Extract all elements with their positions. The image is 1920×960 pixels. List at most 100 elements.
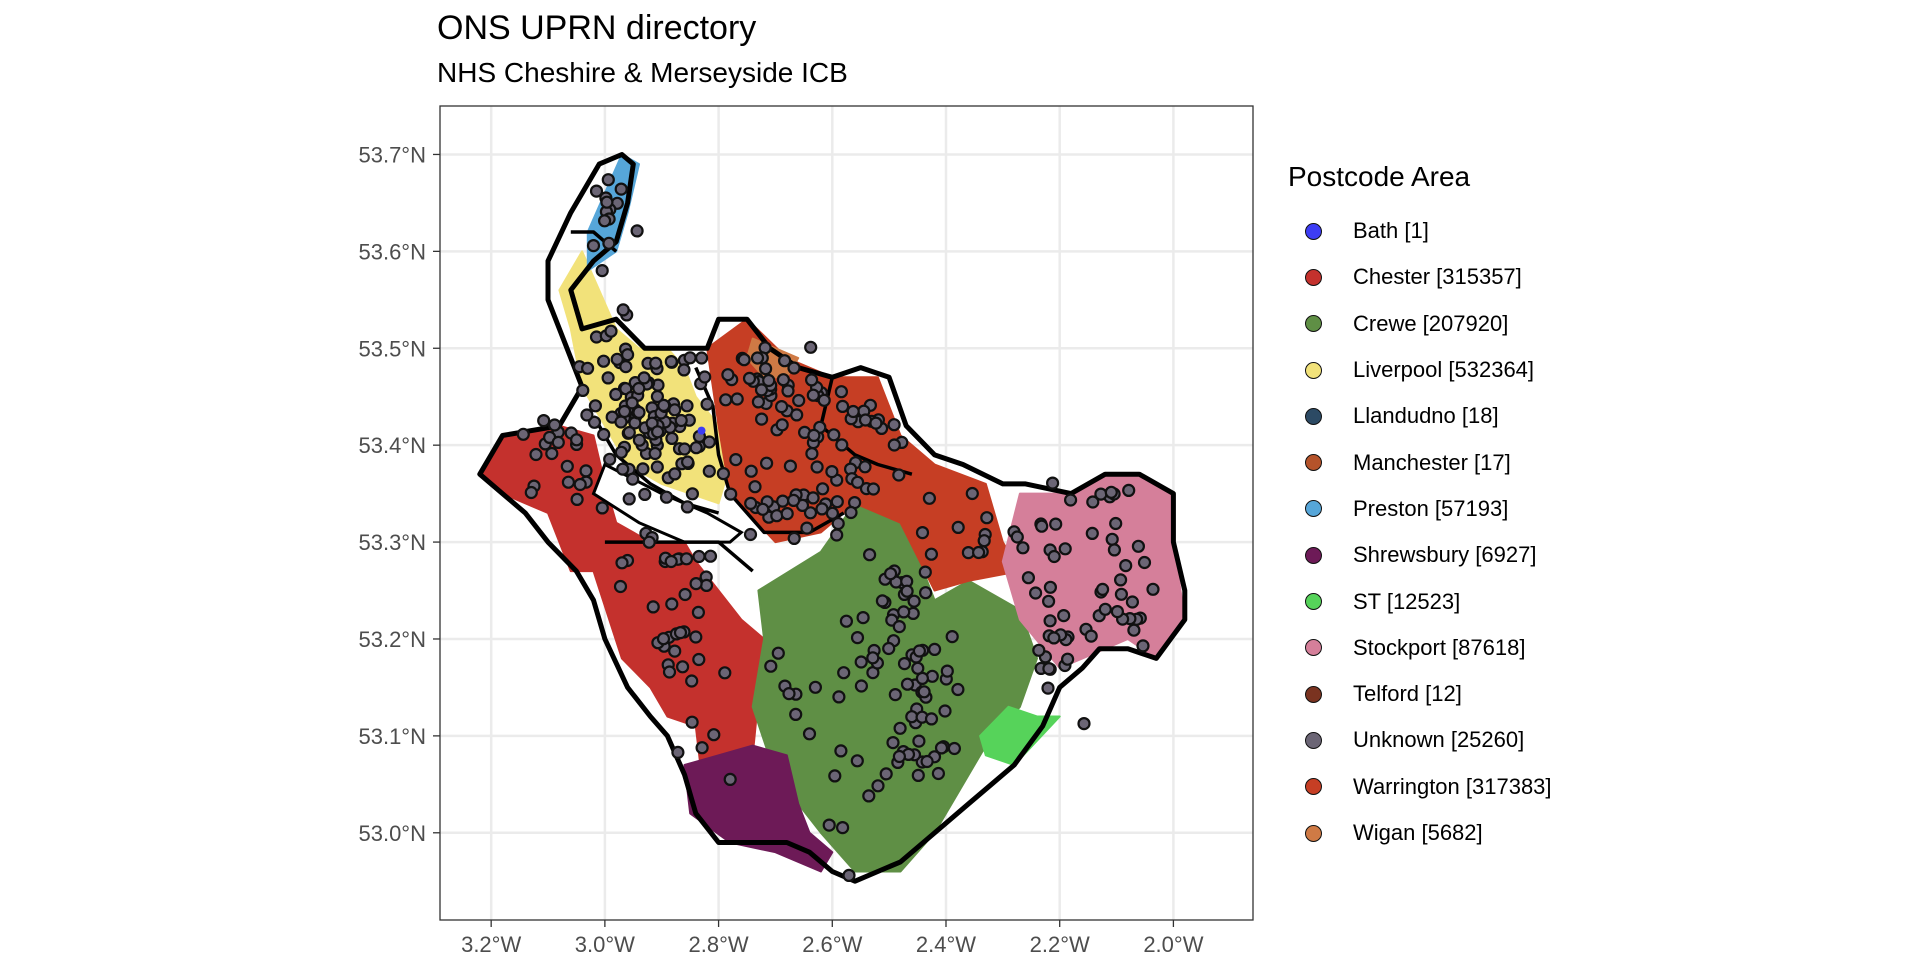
unknown-point	[1032, 643, 1046, 657]
unknown-point	[718, 666, 732, 680]
legend-label: Preston [57193]	[1353, 495, 1509, 521]
unknown-point	[685, 715, 699, 729]
unknown-point	[748, 480, 762, 494]
unknown-point	[1086, 495, 1100, 509]
unknown-point	[569, 433, 584, 447]
unknown-point	[524, 485, 538, 500]
unknown-point	[940, 664, 954, 678]
tick-label-x: 2.0°W	[1143, 932, 1203, 957]
unknown-point	[810, 460, 824, 474]
unknown-point	[839, 614, 854, 628]
bath-point	[697, 426, 706, 435]
tick-label-y: 53.5°N	[358, 336, 426, 361]
unknown-point	[781, 384, 795, 398]
legend-item: Manchester [17]	[1288, 439, 1552, 485]
unknown-point	[637, 371, 651, 385]
axes: 3.2°W 3.0°W 2.8°W 2.6°W 2.4°W 2.2°W 2.0°W 53.0°…	[358, 142, 1203, 957]
unknown-point	[1060, 652, 1075, 666]
unknown-point	[762, 373, 776, 388]
unknown-point	[730, 392, 744, 406]
unknown-point	[1047, 549, 1061, 564]
internal-border	[819, 376, 913, 476]
legend-label: Wigan [5682]	[1353, 820, 1483, 845]
unknown-point	[783, 459, 798, 473]
unknown-point	[1041, 594, 1056, 608]
tick-label-y: 53.0°N	[358, 821, 426, 846]
unknown-point	[918, 565, 932, 579]
unknown-point	[1049, 517, 1063, 531]
unknown-point	[597, 214, 612, 228]
unknown-point	[632, 405, 646, 419]
unknown-point	[616, 462, 630, 476]
tick-label-y: 53.4°N	[358, 433, 426, 458]
unknown-point	[844, 505, 858, 520]
unknown-point	[699, 578, 714, 593]
tick-label-x: 3.0°W	[575, 932, 635, 957]
unknown-point	[1010, 530, 1024, 544]
unknown-point	[882, 641, 896, 656]
unknown-point	[751, 395, 766, 409]
unknown-point	[774, 400, 789, 414]
unknown-point	[703, 549, 718, 563]
unknown-point	[650, 425, 665, 439]
unknown-point	[679, 552, 694, 566]
map-layer	[477, 152, 1188, 884]
unknown-point	[656, 632, 671, 646]
unknown-point	[580, 408, 594, 422]
unknown-point	[683, 351, 697, 365]
unknown-point	[729, 453, 743, 467]
unknown-point	[692, 549, 706, 564]
legend-key-icon	[1305, 500, 1322, 518]
unknown-point	[707, 728, 721, 742]
unknown-point	[912, 644, 927, 658]
unknown-point	[924, 712, 939, 726]
unknown-point	[965, 486, 979, 501]
unknown-point	[664, 355, 678, 369]
unknown-point	[825, 465, 839, 479]
unknown-point	[595, 501, 609, 515]
unknown-point	[834, 385, 849, 399]
unknown-point	[742, 371, 757, 385]
unknown-point	[804, 340, 818, 354]
legend-item: Warrington [317383]	[1288, 764, 1552, 810]
unknown-point	[856, 610, 870, 625]
unknown-point	[551, 435, 565, 449]
tick-label-x: 2.6°W	[802, 932, 862, 957]
unknown-point	[674, 413, 688, 428]
legend-label: Bath [1]	[1353, 218, 1429, 244]
unknown-point	[601, 371, 615, 385]
unknown-point	[759, 456, 774, 470]
unknown-point	[892, 749, 907, 764]
legend-item: Preston [57193]	[1288, 486, 1552, 532]
legend-item: Bath [1]	[1288, 208, 1552, 254]
unknown-point	[570, 492, 584, 506]
unknown-point	[648, 446, 662, 461]
unknown-point	[862, 548, 877, 562]
unknown-point	[837, 666, 851, 680]
unknown-point	[900, 677, 915, 691]
unknown-point	[649, 356, 663, 370]
unknown-point	[537, 414, 551, 428]
unknown-point	[922, 491, 937, 505]
unknown-point	[580, 361, 595, 375]
unknown-point	[1042, 661, 1056, 676]
unknown-point	[685, 487, 700, 501]
unknown-point	[529, 447, 543, 462]
legend-items: Bath [1] Chester [315357] Crewe [207920] Li…	[1288, 208, 1552, 856]
unknown-point	[560, 459, 574, 473]
legend-label: Llandudno [18]	[1353, 403, 1499, 429]
unknown-point	[947, 741, 962, 756]
unknown-point	[620, 348, 635, 362]
unknown-point	[945, 629, 959, 644]
unknown-point	[846, 404, 860, 419]
unknown-point	[828, 769, 842, 783]
unknown-point	[1109, 516, 1123, 531]
internal-border	[591, 415, 720, 515]
legend-label: Unknown [25260]	[1353, 727, 1525, 753]
unknown-point	[680, 399, 694, 413]
unknown-point	[776, 494, 790, 508]
unknown-point	[887, 438, 901, 452]
unknown-point	[804, 373, 819, 387]
unknown-point	[900, 584, 914, 598]
